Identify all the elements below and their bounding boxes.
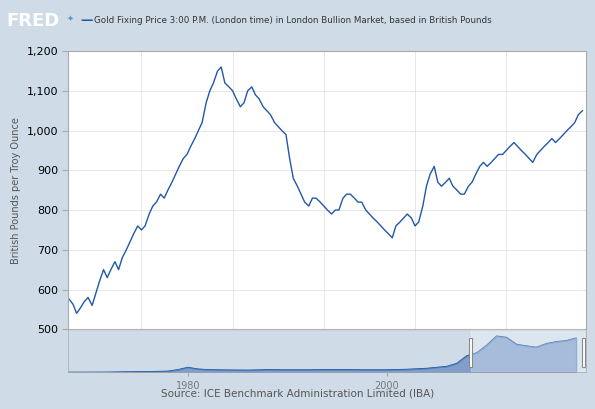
Bar — [469, 337, 472, 367]
Text: FRED: FRED — [7, 12, 60, 31]
Text: —: — — [80, 13, 93, 27]
Text: Gold Fixing Price 3:00 P.M. (London time) in London Bullion Market, based in Bri: Gold Fixing Price 3:00 P.M. (London time… — [94, 16, 491, 25]
Bar — [582, 337, 585, 367]
Bar — [471, 329, 584, 372]
Y-axis label: British Pounds per Troy Ounce: British Pounds per Troy Ounce — [11, 117, 21, 264]
Text: Source: ICE Benchmark Administration Limited (IBA): Source: ICE Benchmark Administration Lim… — [161, 389, 434, 399]
Bar — [68, 329, 471, 372]
Text: ✦: ✦ — [67, 14, 74, 23]
